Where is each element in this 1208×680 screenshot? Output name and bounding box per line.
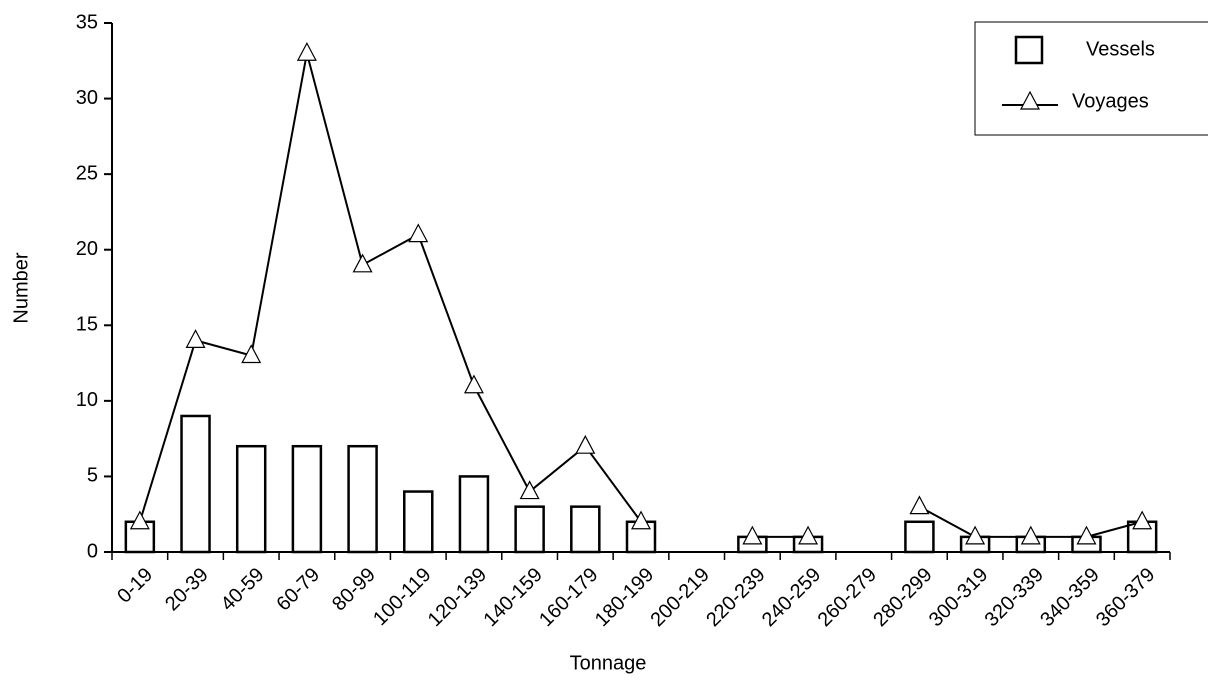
y-tick-label: 25 <box>76 162 98 184</box>
marker <box>296 41 317 61</box>
legend-label: Vessels <box>1086 38 1155 60</box>
x-tick-label: 140-159 <box>479 564 546 631</box>
y-tick-label: 5 <box>87 465 98 487</box>
x-tick-label: 120-139 <box>424 564 491 631</box>
legend-label: Voyages <box>1072 90 1149 112</box>
x-tick-label: 240-259 <box>758 564 825 631</box>
bar <box>403 490 434 554</box>
bar <box>570 505 601 554</box>
marker <box>1076 525 1097 545</box>
bar <box>291 444 323 554</box>
marker <box>798 525 819 545</box>
y-tick-label: 30 <box>76 87 98 109</box>
x-tick-label: 300-319 <box>925 564 992 631</box>
marker <box>241 344 262 364</box>
legend-swatch <box>1014 35 1044 65</box>
marker <box>519 480 540 500</box>
marker <box>185 329 206 348</box>
bar <box>458 475 490 554</box>
x-tick-label: 360-379 <box>1092 564 1159 631</box>
x-tick-label: 100-119 <box>369 564 435 630</box>
y-tick-label: 15 <box>76 314 98 336</box>
x-tick-label: 40-59 <box>217 564 269 616</box>
x-tick-label: 280-299 <box>869 564 936 631</box>
bar <box>347 444 378 554</box>
legend-marker <box>1020 90 1040 110</box>
x-tick-label: 200-219 <box>646 564 713 631</box>
x-tick-label: 340-359 <box>1036 564 1103 631</box>
legend-box <box>974 21 1208 136</box>
marker <box>463 374 484 394</box>
marker <box>352 253 373 273</box>
x-tick-label: 80-99 <box>328 564 380 616</box>
marker <box>1020 525 1041 545</box>
y-tick-label: 0 <box>87 540 98 562</box>
y-tick-label: 35 <box>76 11 98 33</box>
y-tick-label: 20 <box>76 238 98 260</box>
x-tick-label: 160-179 <box>535 564 602 631</box>
x-tick-label: 20-39 <box>161 564 213 616</box>
y-tick-label: 10 <box>76 389 98 411</box>
bar <box>514 505 545 554</box>
bar <box>180 414 211 554</box>
marker <box>575 434 596 454</box>
x-axis-label: Tonnage <box>570 652 647 674</box>
x-tick-label: 320-339 <box>981 564 1048 631</box>
marker <box>965 525 986 545</box>
x-tick-label: 220-239 <box>702 564 769 631</box>
x-tick-label: 60-79 <box>272 564 324 616</box>
marker <box>742 525 763 545</box>
marker <box>1132 510 1153 530</box>
marker <box>631 510 651 530</box>
bar <box>904 520 935 554</box>
bar <box>235 444 267 554</box>
x-tick-label: 180-199 <box>591 564 658 631</box>
x-tick-label: 260-279 <box>814 564 881 631</box>
x-tick-label: 0-19 <box>113 564 157 608</box>
y-axis-label: Number <box>10 252 32 323</box>
marker <box>408 223 429 243</box>
marker <box>909 495 930 515</box>
marker <box>129 510 150 530</box>
